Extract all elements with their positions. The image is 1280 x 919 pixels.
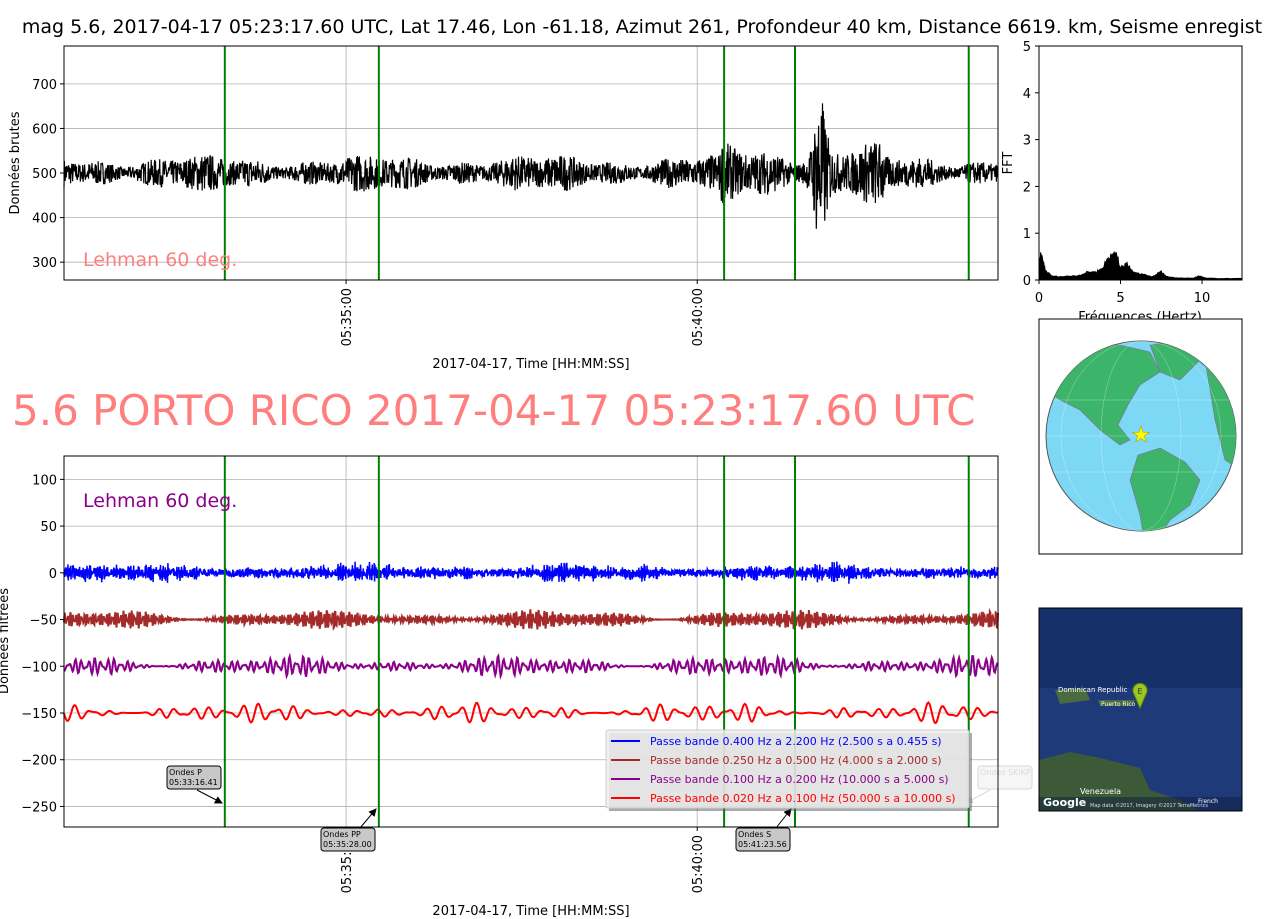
x-tick-label: 05:40:00 bbox=[691, 835, 706, 893]
y-tick-label: 300 bbox=[32, 256, 57, 271]
figure-title: mag 5.6, 2017-04-17 05:23:17.60 UTC, Lat… bbox=[22, 16, 1262, 38]
y-tick-label: 5 bbox=[1023, 40, 1031, 55]
svg-text:Ondes S: Ondes S bbox=[738, 830, 771, 839]
y-tick-label: 500 bbox=[32, 167, 57, 182]
y-tick-label: −100 bbox=[21, 660, 57, 675]
svg-text:Ondes PP: Ondes PP bbox=[323, 830, 361, 839]
y-tick-label: 700 bbox=[32, 78, 57, 93]
filtered-waveform bbox=[63, 701, 998, 725]
filtered-plot-frame bbox=[63, 455, 999, 828]
filtered-waveform bbox=[63, 561, 999, 584]
y-tick-label: 600 bbox=[32, 122, 57, 137]
y-tick-label: −150 bbox=[21, 707, 57, 722]
fft-spectrum bbox=[1038, 251, 1243, 281]
filtered-xlabel: 2017-04-17, Time [HH:MM:SS] bbox=[432, 904, 629, 919]
epicenter-star-icon: ★ bbox=[1131, 423, 1151, 448]
y-tick-label: 3 bbox=[1023, 134, 1031, 149]
y-tick-label: −200 bbox=[21, 754, 57, 769]
y-tick-label: 100 bbox=[32, 473, 57, 488]
map-label-dominican: Dominican Republic bbox=[1058, 686, 1128, 694]
raw-plot-frame bbox=[63, 45, 999, 281]
svg-text:Ondes SKiKP: Ondes SKiKP bbox=[980, 768, 1031, 777]
y-tick-label: 4 bbox=[1023, 87, 1031, 102]
x-tick-label: 05:35:00 bbox=[340, 288, 355, 346]
x-tick-label: 10 bbox=[1194, 291, 1211, 306]
phase-annotation: Ondes P05:33:16.41 bbox=[166, 765, 223, 804]
filtered-ylabel: Données filtrées bbox=[0, 588, 12, 694]
fft-frame bbox=[1038, 45, 1243, 281]
y-tick-label: 50 bbox=[40, 520, 57, 535]
raw-xlabel: 2017-04-17, Time [HH:MM:SS] bbox=[432, 357, 629, 372]
map-pin-icon: E bbox=[1132, 682, 1148, 710]
y-tick-label: −50 bbox=[30, 614, 57, 629]
filtered-waveform bbox=[63, 607, 999, 632]
y-tick-label: 0 bbox=[1023, 274, 1031, 289]
lehman-label-bottom: Lehman 60 deg. bbox=[83, 490, 237, 512]
legend: Passe bande 0.400 Hz a 2.200 Hz (2.500 s… bbox=[605, 729, 972, 811]
legend-entry: Passe bande 0.100 Hz a 0.200 Hz (10.000 … bbox=[650, 773, 949, 786]
y-tick-label: 2 bbox=[1023, 180, 1031, 195]
lehman-label-top: Lehman 60 deg. bbox=[83, 249, 237, 271]
x-tick-label: 5 bbox=[1116, 291, 1124, 306]
y-tick-label: 0 bbox=[49, 567, 57, 582]
x-tick-label: 05:40:00 bbox=[691, 288, 706, 346]
raw-waveform bbox=[63, 103, 999, 229]
fft-ylabel: FFT bbox=[1001, 152, 1016, 175]
raw-data-plot: 300 400 500 600 700 05:35:00 05:40:00 Lehman 6… bbox=[8, 45, 999, 372]
filtered-waveform bbox=[63, 652, 999, 680]
legend-entry: Passe bande 0.400 Hz a 2.200 Hz (2.500 s… bbox=[650, 735, 942, 748]
svg-text:05:41:23.56: 05:41:23.56 bbox=[738, 840, 787, 849]
map-label-puerto-rico: Puerto Rico bbox=[1101, 701, 1136, 708]
svg-text:E: E bbox=[1137, 687, 1142, 696]
globe-map: ★ bbox=[1038, 318, 1243, 555]
phase-annotation: Ondes SKiKP bbox=[965, 765, 1033, 804]
svg-text:Ondes P: Ondes P bbox=[169, 768, 202, 777]
svg-text:05:33:16.41: 05:33:16.41 bbox=[169, 778, 218, 787]
legend-entry: Passe bande 0.250 Hz a 0.500 Hz (4.000 s… bbox=[650, 754, 942, 767]
event-title: 5.6 PORTO RICO 2017-04-17 05:23:17.60 UT… bbox=[12, 386, 976, 435]
map-label-french: French bbox=[1198, 798, 1218, 805]
y-tick-label: 400 bbox=[32, 212, 57, 227]
svg-text:05:35:28.00: 05:35:28.00 bbox=[323, 840, 372, 849]
map-label-venezuela: Venezuela bbox=[1080, 787, 1121, 796]
legend-entry: Passe bande 0.020 Hz a 0.100 Hz (50.000 … bbox=[650, 792, 956, 805]
y-tick-label: −250 bbox=[21, 800, 57, 815]
y-tick-label: 1 bbox=[1023, 227, 1031, 242]
raw-ylabel: Données brutes bbox=[8, 111, 23, 214]
google-logo: Google bbox=[1043, 796, 1086, 809]
map-attribution: Map data ©2017, Imagery ©2017 TerraMetri… bbox=[1090, 802, 1208, 809]
phase-annotation: Ondes S05:41:23.56 bbox=[735, 808, 792, 852]
satellite-map: Dominican Republic Puerto Rico Venezuela… bbox=[1038, 607, 1243, 812]
x-tick-label: 0 bbox=[1035, 291, 1043, 306]
